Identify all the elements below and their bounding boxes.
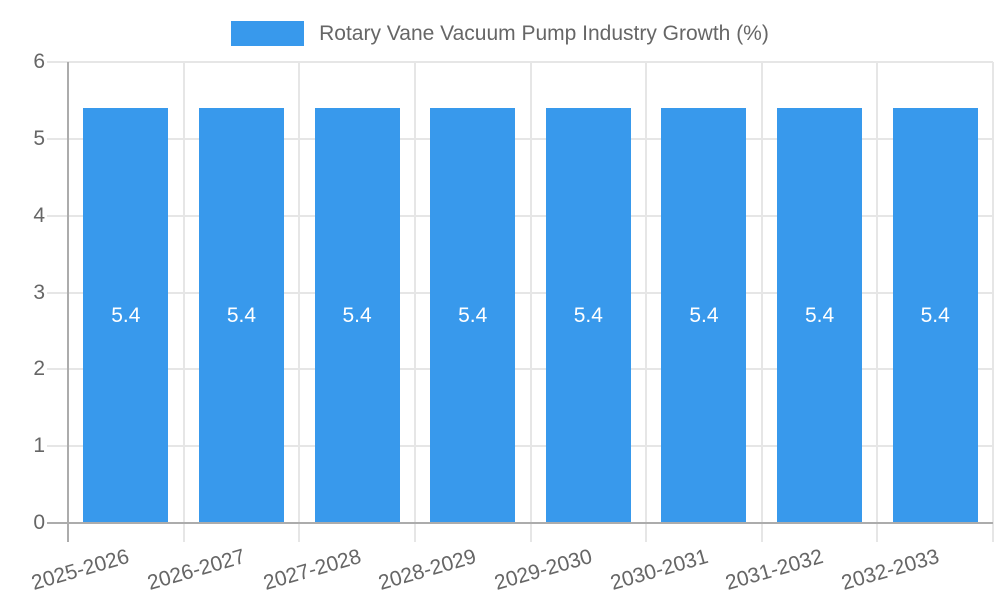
legend-label[interactable]: Rotary Vane Vacuum Pump Industry Growth … (319, 21, 769, 45)
gridline-horizontal (47, 368, 993, 371)
bar[interactable]: 5.4 (777, 108, 863, 523)
bar-value-label: 5.4 (342, 303, 372, 327)
gridline-horizontal (47, 61, 993, 63)
bar[interactable]: 5.4 (83, 108, 169, 523)
gridline-horizontal (47, 214, 993, 217)
bar[interactable]: 5.4 (661, 108, 747, 523)
bar-value-label: 5.4 (920, 303, 950, 327)
x-axis-tick-label: 2027-2028 (260, 545, 364, 595)
x-axis-tick-label: 2026-2027 (144, 545, 248, 595)
y-axis-tick-label: 3 (33, 280, 45, 304)
x-axis-tick-label: 2029-2030 (491, 545, 595, 595)
y-axis-tick-label: 5 (33, 126, 45, 150)
gridline-vertical (645, 62, 648, 542)
y-axis-tick-label: 1 (33, 434, 45, 458)
legend-swatch[interactable] (231, 20, 305, 46)
gridline-vertical (529, 62, 532, 542)
gridline-horizontal (47, 445, 993, 448)
x-axis-tick-label: 2030-2031 (607, 545, 711, 595)
gridline-vertical (298, 62, 301, 542)
bar-value-label: 5.4 (689, 303, 719, 327)
gridline-vertical (992, 62, 994, 542)
y-axis-tick-label: 0 (33, 511, 45, 534)
bar-value-label: 5.4 (573, 303, 603, 327)
x-axis-tick-label: 2028-2029 (376, 545, 480, 595)
bar[interactable]: 5.4 (892, 108, 978, 523)
bar-value-label: 5.4 (111, 303, 141, 327)
bar[interactable]: 5.4 (545, 108, 631, 523)
bar[interactable]: 5.4 (198, 108, 284, 523)
plot-area: 5.4 5.4 5.4 5.4 5.4 5.4 5.4 5.4 (47, 61, 994, 542)
x-axis-baseline (47, 522, 993, 524)
x-axis-tick-label: 2031-2032 (723, 545, 826, 595)
y-axis-line (67, 62, 69, 542)
bar[interactable]: 5.4 (430, 108, 516, 523)
bar-value-label: 5.4 (804, 303, 835, 327)
x-axis-tick-label: 2025-2026 (29, 545, 133, 595)
y-axis-tick-label: 4 (33, 203, 45, 227)
gridline-horizontal (47, 137, 993, 140)
gridline-vertical (876, 62, 879, 542)
legend[interactable]: Rotary Vane Vacuum Pump Industry Growth … (0, 17, 1000, 49)
bar-value-label: 5.4 (226, 303, 257, 327)
gridline-horizontal (47, 291, 993, 294)
gridline-vertical (760, 62, 763, 542)
gridline-vertical (182, 62, 185, 542)
bar[interactable]: 5.4 (314, 108, 400, 523)
x-axis-tick-label: 2032-2033 (838, 545, 942, 595)
y-axis-tick-label: 2 (33, 357, 45, 381)
y-axis-tick-label: 6 (33, 50, 45, 73)
bar-value-label: 5.4 (458, 303, 488, 327)
gridline-vertical (413, 62, 416, 542)
